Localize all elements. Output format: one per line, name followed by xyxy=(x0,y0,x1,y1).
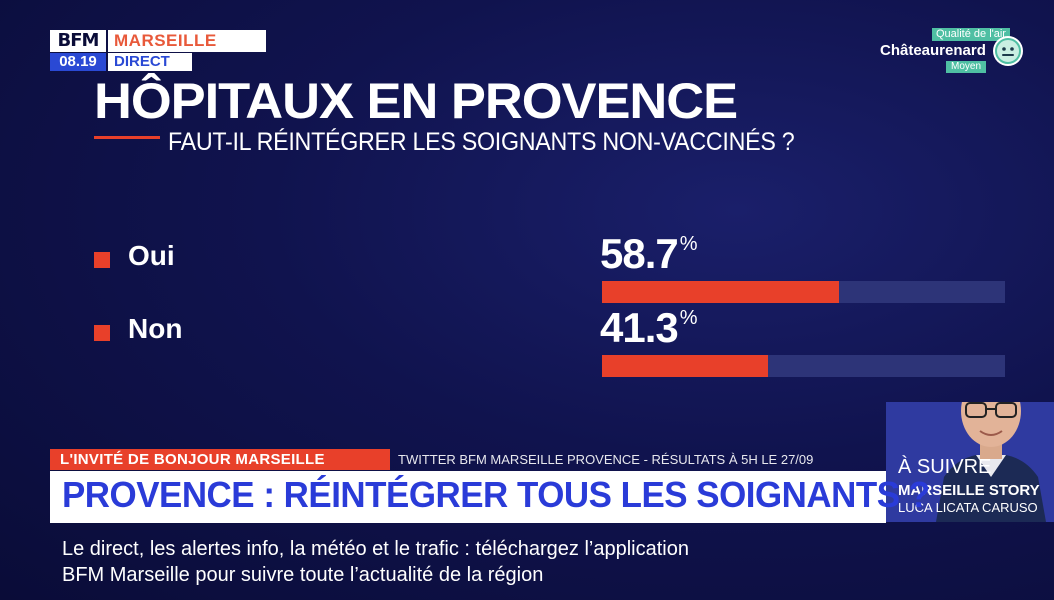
segment-tag: L'INVITÉ DE BONJOUR MARSEILLE xyxy=(50,449,390,470)
poll-title: HÔPITAUX EN PROVENCE xyxy=(94,73,738,129)
option-label-non: Non xyxy=(128,313,183,344)
air-quality-label: Qualité de l'air xyxy=(932,28,1010,41)
bar-fill-oui xyxy=(602,281,839,303)
presenter-portrait xyxy=(936,402,1046,522)
up-next-show: MARSEILLE STORY xyxy=(898,482,1040,499)
percent-value: 41.3 xyxy=(600,304,679,351)
option-percent-non: 41.3% xyxy=(600,304,698,352)
air-quality-level: Moyen xyxy=(946,61,987,73)
title-accent-rule xyxy=(94,136,160,139)
channel-city: MARSEILLE xyxy=(108,30,266,52)
live-badge: DIRECT xyxy=(108,53,192,71)
up-next-host: LUCA LICATA CARUSO xyxy=(898,500,1038,515)
ticker-line-1: Le direct, les alertes info, la météo et… xyxy=(62,538,689,560)
news-ticker: Le direct, les alertes info, la météo et… xyxy=(62,536,689,588)
air-quality-city: Châteaurenard xyxy=(880,42,986,59)
option-label-oui: Oui xyxy=(128,240,175,271)
percent-unit: % xyxy=(679,307,698,329)
up-next-panel: À SUIVRE MARSEILLE STORY LUCA LICATA CAR… xyxy=(886,402,1054,522)
poll-source: TWITTER BFM MARSEILLE PROVENCE - RÉSULTA… xyxy=(398,452,814,467)
option-marker xyxy=(94,252,110,268)
percent-unit: % xyxy=(679,233,698,255)
percent-value: 58.7 xyxy=(600,230,679,277)
up-next-label: À SUIVRE xyxy=(898,456,992,478)
headline: PROVENCE : RÉINTÉGRER TOUS LES SOIGNANTS… xyxy=(62,474,930,515)
air-quality-widget: Qualité de l'air Châteaurenard Moyen xyxy=(870,28,1030,74)
clock: 08.19 xyxy=(50,53,106,71)
bfm-logo: BFM xyxy=(50,30,106,52)
poll-question: FAUT-IL RÉINTÉGRER LES SOIGNANTS NON-VAC… xyxy=(168,128,795,156)
option-percent-oui: 58.7% xyxy=(600,230,698,278)
bar-track-oui xyxy=(602,281,1005,303)
option-marker xyxy=(94,325,110,341)
smiley-face-icon xyxy=(993,36,1023,66)
headline-bar xyxy=(50,471,886,523)
bar-track-non xyxy=(602,355,1005,377)
ticker-line-2: BFM Marseille pour suivre toute l’actual… xyxy=(62,564,544,586)
bar-fill-non xyxy=(602,355,769,377)
